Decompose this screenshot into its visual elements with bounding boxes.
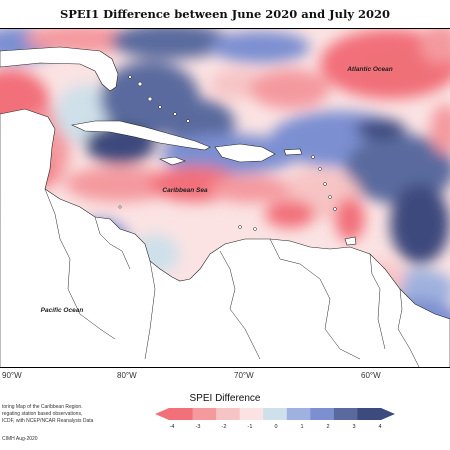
hispaniola-land [214,143,276,163]
atlantic-ocean-label: Atlantic Ocean [346,66,393,73]
pacific-ocean-label: Pacific Ocean [41,307,84,314]
legend-ticks: -4 -3 -2 -1 0 1 2 3 4 [169,424,382,434]
legend-tick: 0 [274,424,278,430]
legend-tick: 1 [300,424,304,430]
map-title: SPEI1 Difference between June 2020 and J… [59,7,391,21]
map-canvas: Atlantic Ocean Caribbean Sea Pacific Oce… [0,29,450,367]
credit-text: CIMH Aug-2020 [2,436,38,442]
legend-tick: 2 [326,424,330,430]
legend-swatch [333,408,358,420]
longitude-label-60w: 60°W [361,371,381,380]
cuba-land [71,120,211,151]
legend-swatch [310,408,335,420]
legend-tick: -3 [195,424,201,430]
legend-colorbar [155,408,395,420]
note-line-1: toring Map of the Caribbean Region. [2,404,83,410]
note-line-3: ICDF, with NCEP/NCAR Reanalysis Data [2,418,94,424]
legend-swatch [192,408,217,420]
legend-swatch [263,408,288,420]
legend-swatch [286,408,311,420]
legend-tick: -2 [221,424,227,430]
puerto-rico-land [283,148,303,156]
legend-max-arrow [381,408,395,420]
longitude-label-70w: 70°W [234,371,254,380]
legend-swatch [216,408,241,420]
legend-title: SPEI Difference [189,393,261,404]
jamaica-land [158,156,186,166]
florida-land [0,46,119,92]
longitude-label-80w: 80°W [117,371,137,380]
note-line-2: regating station based observations, [2,411,83,417]
longitude-label-90w: 90°W [2,371,22,380]
legend-tick: -4 [169,424,175,430]
legend-tick: 4 [378,424,382,430]
small-islands [118,75,337,231]
spei-map: Atlantic Ocean Caribbean Sea Pacific Oce… [0,28,450,368]
legend-swatch [239,408,264,420]
country-borders [44,188,420,367]
caribbean-sea-label: Caribbean Sea [162,187,208,194]
legend-swatch [357,408,382,420]
trinidad-land [344,236,357,246]
legend-min-arrow [155,408,169,420]
spei-anomaly-field [0,29,450,359]
legend-tick: 3 [352,424,356,430]
legend-swatch [169,408,194,420]
legend-tick: -1 [247,424,253,430]
